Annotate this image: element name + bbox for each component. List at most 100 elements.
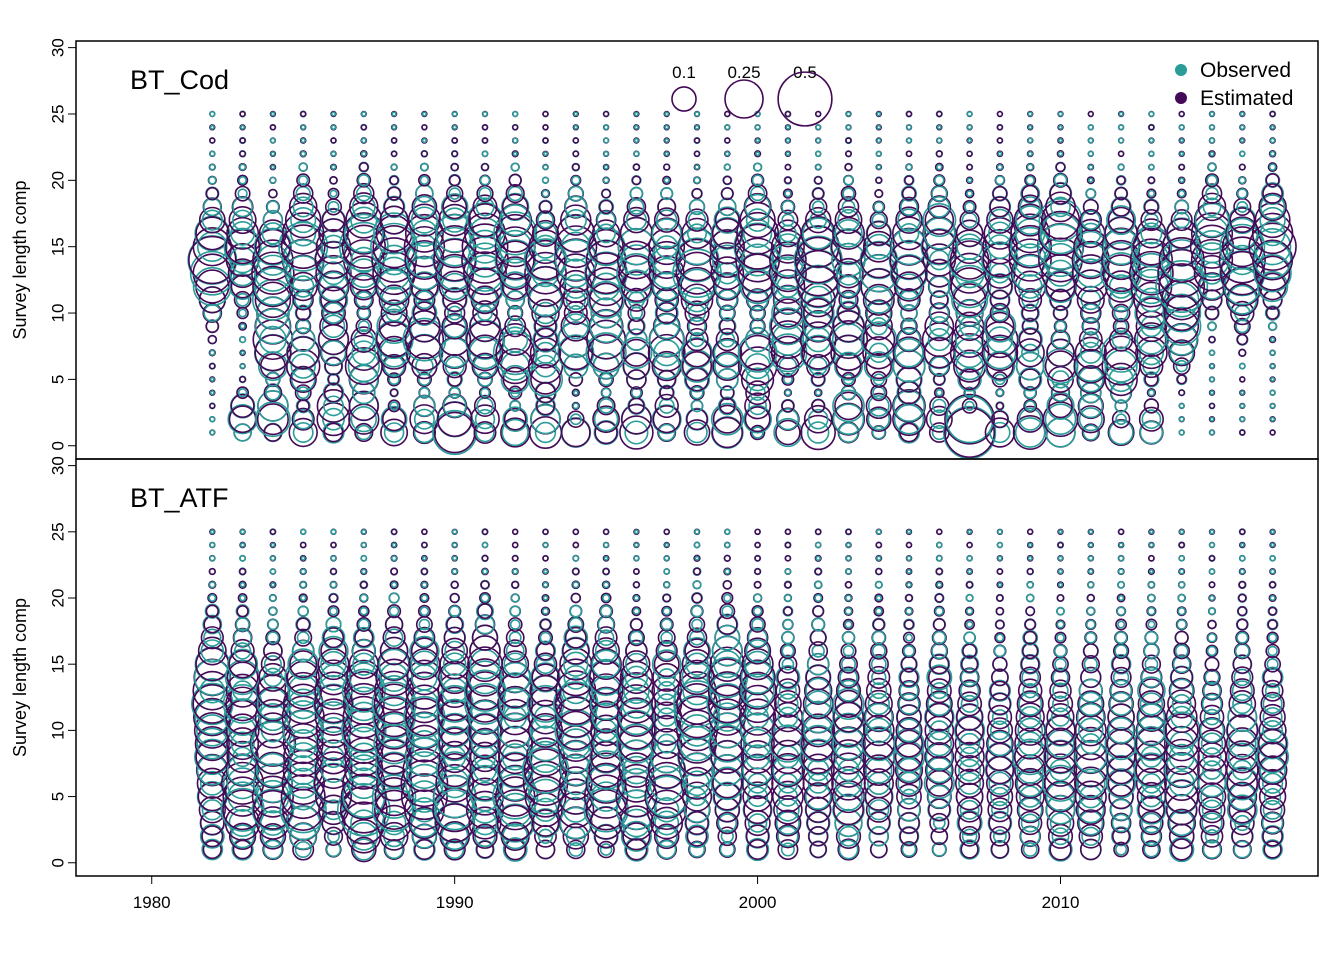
observed-bubble	[1115, 413, 1127, 426]
observed-bubble	[664, 111, 670, 117]
observed-bubble	[1199, 718, 1225, 743]
estimated-bubble	[1201, 183, 1223, 204]
observed-bubble	[327, 829, 340, 843]
observed-bubble	[413, 394, 436, 417]
estimated-bubble	[511, 124, 519, 131]
observed-bubble	[351, 639, 376, 663]
estimated-bubble	[354, 422, 374, 443]
observed-bubble	[991, 800, 1009, 819]
observed-bubble	[889, 254, 929, 293]
estimated-bubble	[653, 823, 680, 850]
observed-bubble	[1262, 707, 1283, 728]
estimated-bubble	[1148, 554, 1155, 562]
observed-bubble	[1208, 137, 1216, 144]
observed-bubble	[480, 593, 490, 603]
estimated-bubble	[471, 624, 499, 651]
estimated-bubble	[557, 725, 595, 763]
observed-bubble	[447, 305, 463, 321]
estimated-bubble	[873, 605, 885, 617]
observed-bubble	[208, 176, 217, 185]
observed-bubble	[209, 349, 216, 356]
estimated-bubble	[987, 273, 1013, 300]
observed-bubble	[1020, 813, 1040, 833]
estimated-bubble	[437, 660, 472, 695]
estimated-bubble	[511, 580, 520, 589]
observed-bubble	[747, 627, 768, 648]
observed-bubble	[530, 662, 561, 693]
observed-bubble	[1019, 826, 1041, 847]
estimated-bubble	[662, 593, 672, 603]
observed-bubble	[1162, 293, 1202, 333]
estimated-bubble	[359, 149, 368, 158]
estimated-bubble	[686, 825, 708, 847]
observed-bubble	[1027, 542, 1033, 548]
observed-bubble	[897, 208, 921, 232]
observed-bubble	[1108, 274, 1134, 299]
observed-bubble	[778, 681, 797, 700]
observed-bubble	[929, 316, 950, 337]
estimated-bubble	[282, 683, 324, 725]
observed-bubble	[1208, 541, 1216, 549]
estimated-bubble	[1049, 182, 1072, 205]
observed-bubble	[876, 137, 882, 144]
observed-bubble	[509, 400, 522, 412]
estimated-bubble	[1236, 618, 1249, 631]
observed-bubble	[209, 529, 215, 535]
estimated-bubble	[814, 528, 822, 536]
observed-bubble	[230, 731, 255, 756]
estimated-bubble	[410, 637, 438, 665]
observed-bubble	[922, 203, 957, 238]
estimated-bubble	[712, 351, 743, 382]
estimated-bubble	[339, 785, 388, 834]
estimated-bubble	[994, 632, 1006, 644]
estimated-bubble	[289, 365, 317, 394]
observed-bubble	[781, 631, 795, 645]
observed-bubble	[533, 314, 558, 339]
observed-bubble	[620, 820, 652, 852]
estimated-bubble	[962, 199, 977, 214]
observed-bubble	[1202, 747, 1222, 767]
observed-bubble	[1143, 841, 1160, 858]
observed-bubble	[987, 810, 1013, 836]
observed-bubble	[239, 581, 246, 588]
observed-bubble	[295, 318, 311, 334]
observed-bubble	[930, 682, 948, 700]
observed-bubble	[388, 373, 400, 386]
estimated-bubble	[207, 334, 218, 345]
observed-bubble	[1160, 239, 1203, 281]
estimated-bubble	[239, 150, 247, 158]
estimated-bubble	[556, 214, 596, 253]
estimated-bubble	[1139, 354, 1164, 379]
observed-bubble	[1262, 719, 1284, 741]
estimated-bubble	[1016, 690, 1044, 718]
estimated-bubble	[872, 200, 886, 214]
estimated-bubble	[956, 703, 984, 731]
observed-bubble	[193, 658, 231, 696]
estimated-bubble	[866, 220, 892, 246]
estimated-bubble	[602, 528, 610, 536]
observed-bubble	[199, 770, 225, 796]
estimated-bubble	[988, 692, 1012, 716]
observed-bubble	[1202, 197, 1222, 217]
observed-bubble	[411, 797, 438, 823]
observed-bubble	[1020, 183, 1041, 204]
estimated-bubble	[205, 186, 219, 201]
estimated-bubble	[254, 281, 292, 319]
observed-bubble	[664, 542, 670, 548]
estimated-bubble	[1050, 667, 1071, 688]
estimated-bubble	[1047, 691, 1074, 717]
observed-bubble	[1239, 403, 1246, 409]
estimated-bubble	[872, 618, 886, 631]
size-legend: 0.1 0.25 0.5	[671, 63, 833, 127]
estimated-bubble	[800, 414, 836, 451]
estimated-bubble	[359, 580, 368, 589]
estimated-bubble	[315, 712, 352, 749]
estimated-bubble	[840, 371, 857, 387]
observed-bubble	[1118, 137, 1125, 144]
observed-bubble	[1264, 305, 1281, 321]
observed-bubble	[714, 352, 741, 380]
estimated-bubble	[1023, 398, 1038, 413]
estimated-bubble	[251, 251, 295, 295]
observed-bubble	[1228, 782, 1257, 811]
estimated-bubble	[710, 256, 745, 291]
